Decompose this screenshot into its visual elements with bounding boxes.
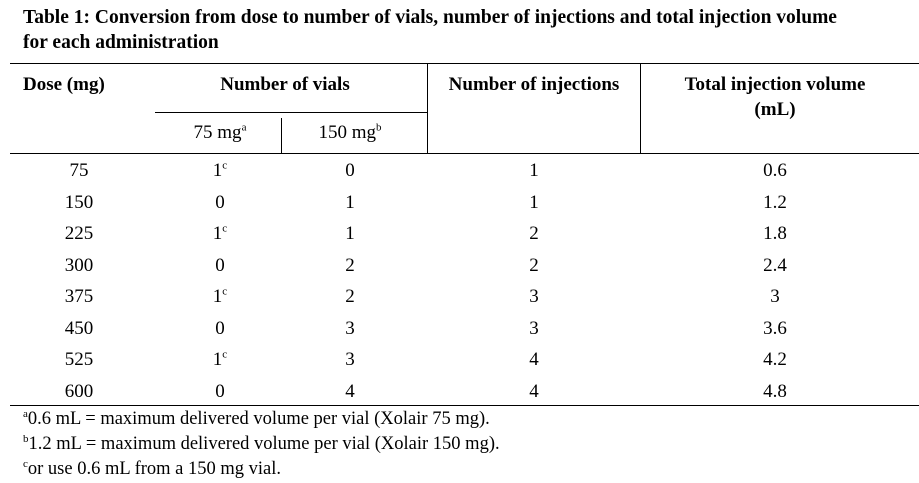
header-volume-unit: (mL) [754,99,796,120]
table-top-rule [10,63,919,64]
subheader-divider-3 [640,64,641,154]
caption-line-1: Table 1: Conversion from dose to number … [23,7,837,28]
cell-injections: 1 [529,191,539,213]
cell-volume: 3 [770,286,780,307]
cell-dose: 525 [64,349,94,370]
cell-vials-75mg: 0 [215,191,225,213]
cell-vials-150mg: 4 [345,380,355,402]
cell-volume: 1.2 [763,191,787,213]
cell-dose: 225 [64,223,94,244]
cell-dose: 150 [64,191,94,213]
cell-injections: 4 [529,380,539,402]
cell-dose: 600 [64,380,94,402]
cell-dose: 300 [64,254,94,276]
cell-injections: 2 [529,254,539,276]
header-total-injection-volume: Total injection volume [684,74,866,95]
subheader-divider-2 [427,64,428,154]
cell-volume: 0.6 [763,160,787,181]
subheader-divider-1 [281,118,282,154]
cell-vials-150mg: 0 [345,160,355,181]
cell-vials-150mg: 3 [345,349,355,370]
cell-injections: 3 [529,286,539,307]
cell-vials-75mg: 0 [215,317,225,339]
vials-subheader-rule [155,112,427,113]
footnote-marker: c [222,285,228,298]
cell-vials-75mg: 0 [215,254,225,276]
footnote-c: cor use 0.6 mL from a 150 mg vial. [23,457,282,479]
cell-vials-150mg: 3 [345,317,355,339]
cell-volume: 1.8 [763,223,787,244]
header-dose: Dose (mg) [23,74,105,95]
cell-vials-150mg: 1 [345,191,355,213]
cell-volume: 2.4 [763,254,787,276]
cell-dose: 450 [64,317,94,339]
footnote-marker: c [222,348,228,361]
footnote-a: a0.6 mL = maximum delivered volume per v… [23,407,490,429]
caption-line-2: for each administration [23,32,219,53]
subheader-75mg: 75 mga [193,121,247,143]
header-bottom-rule [10,153,919,154]
cell-vials-75mg: 0 [215,380,225,402]
cell-volume: 4.8 [763,380,787,402]
table-caption: Table 1: Conversion from dose to number … [23,5,913,55]
subheader-150mg: 150 mgb [318,121,382,143]
cell-vials-75mg: 1c [212,348,228,370]
cell-vials-150mg: 2 [345,254,355,276]
cell-dose: 75 [69,160,89,181]
header-number-of-injections: Number of injections [448,74,620,95]
cell-vials-75mg: 1c [212,159,228,181]
table-bottom-rule [10,405,919,406]
header-number-of-vials: Number of vials [220,74,350,95]
cell-vials-75mg: 1c [212,222,228,244]
cell-injections: 2 [529,223,539,244]
cell-dose: 375 [64,286,94,307]
cell-injections: 3 [529,317,539,339]
cell-vials-75mg: 1c [212,285,228,307]
footnote-marker: c [222,159,228,172]
cell-vials-150mg: 1 [345,223,355,244]
cell-injections: 1 [529,160,539,181]
cell-injections: 4 [529,349,539,370]
footnote-marker: c [222,222,228,235]
cell-volume: 3.6 [763,317,787,339]
cell-vials-150mg: 2 [345,286,355,307]
cell-volume: 4.2 [763,349,787,370]
footnote-b: b1.2 mL = maximum delivered volume per v… [23,432,500,454]
